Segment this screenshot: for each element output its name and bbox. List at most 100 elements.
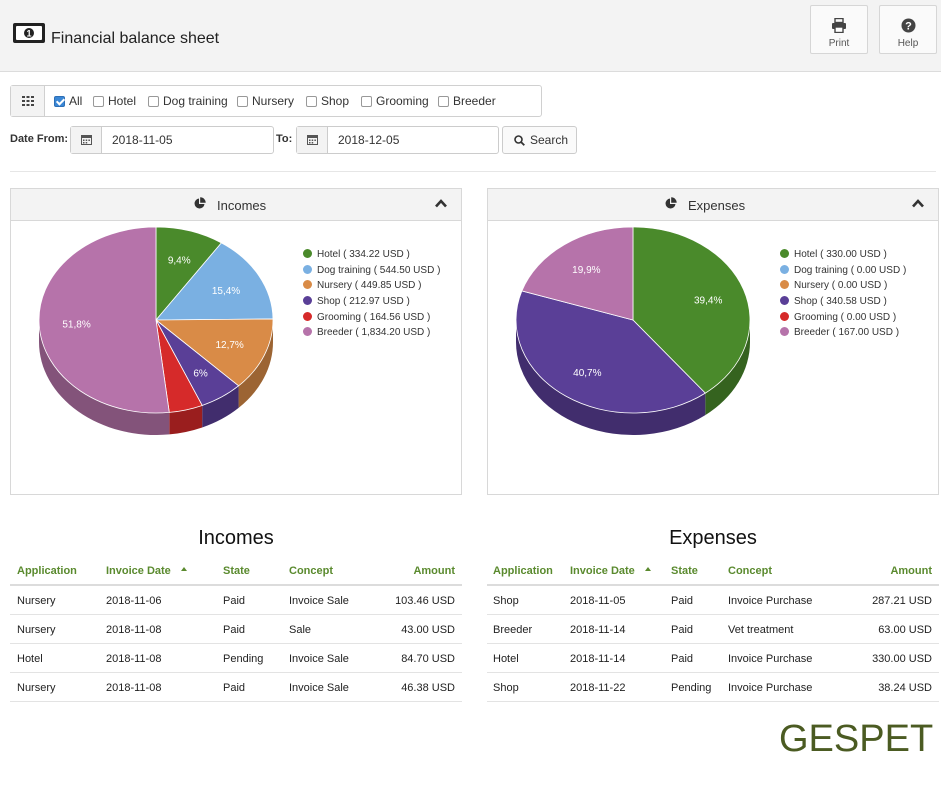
- filter-shop[interactable]: Shop: [306, 94, 349, 108]
- incomes-table: Application Invoice Date State Concept A…: [10, 557, 462, 702]
- table-row[interactable]: Hotel 2018-11-14 Paid Invoice Purchase 330.0…: [487, 644, 939, 673]
- legend-swatch: [303, 249, 312, 258]
- pie-slice-breeder[interactable]: [521, 226, 634, 321]
- cell-concept: Vet treatment: [728, 624, 794, 636]
- legend-item[interactable]: Shop ( 212.97 USD ): [303, 296, 440, 312]
- checkbox-all[interactable]: [54, 96, 65, 107]
- cell-application: Shop: [493, 682, 519, 694]
- col-invoice-date[interactable]: Invoice Date: [106, 565, 171, 577]
- col-amount[interactable]: Amount: [890, 565, 932, 577]
- filter-label: Grooming: [376, 94, 429, 108]
- legend-item[interactable]: Hotel ( 330.00 USD ): [780, 249, 906, 265]
- legend-label: Hotel ( 334.22 USD ): [317, 249, 410, 260]
- cell-amount: 43.00 USD: [401, 624, 455, 636]
- checkbox-nursery[interactable]: [237, 96, 248, 107]
- expenses-table: Application Invoice Date State Concept A…: [487, 557, 939, 702]
- pie-slice-breeder[interactable]: [38, 226, 170, 414]
- chevron-up-icon[interactable]: [912, 199, 924, 208]
- checkbox-breeder[interactable]: [438, 96, 449, 107]
- filter-grooming[interactable]: Grooming: [361, 94, 429, 108]
- pie-data-label: 19,9%: [572, 265, 600, 276]
- legend-item[interactable]: Breeder ( 1,834.20 USD ): [303, 327, 440, 343]
- legend-item[interactable]: Grooming ( 164.56 USD ): [303, 311, 440, 328]
- pie-data-label: 12,7%: [215, 340, 243, 351]
- table-row[interactable]: Nursery 2018-11-08 Paid Sale 43.00 USD: [10, 615, 462, 644]
- col-state[interactable]: State: [223, 565, 250, 577]
- legend-item[interactable]: Nursery ( 449.85 USD ): [303, 280, 440, 296]
- pie-side-grooming: [169, 405, 203, 435]
- incomes-panel-header[interactable]: Incomes: [11, 189, 461, 221]
- chevron-up-icon[interactable]: [435, 199, 447, 208]
- grid-toggle-button[interactable]: [11, 86, 45, 116]
- pie-slice-shop[interactable]: [515, 290, 706, 414]
- cell-invoice-date: 2018-11-05: [570, 595, 626, 607]
- incomes-chart-panel: Incomes 9,4% 15,4% 12,7% 6% 51,8% Hotel ( 33…: [10, 188, 462, 495]
- col-invoice-date[interactable]: Invoice Date: [570, 565, 635, 577]
- filter-all[interactable]: All: [54, 94, 82, 108]
- table-row[interactable]: Nursery 2018-11-08 Paid Invoice Sale 46.38 U…: [10, 673, 462, 702]
- filter-nursery[interactable]: Nursery: [237, 94, 294, 108]
- date-to-field[interactable]: 2018-12-05: [296, 126, 499, 154]
- legend-item[interactable]: Dog training ( 544.50 USD ): [303, 264, 440, 281]
- table-row[interactable]: Hotel 2018-11-08 Pending Invoice Sale 84.70 …: [10, 644, 462, 673]
- col-application[interactable]: Application: [17, 565, 77, 577]
- legend-swatch: [303, 264, 312, 274]
- col-concept[interactable]: Concept: [728, 565, 772, 577]
- checkbox-shop[interactable]: [306, 96, 317, 107]
- legend-item[interactable]: Hotel ( 334.22 USD ): [303, 249, 440, 265]
- filter-label: Hotel: [108, 94, 137, 108]
- pie-data-label: 51,8%: [62, 320, 90, 331]
- table-row[interactable]: Shop 2018-11-22 Pending Invoice Purchase 38.…: [487, 673, 939, 702]
- pie-slice-nursery[interactable]: [154, 318, 274, 387]
- legend-item[interactable]: Shop ( 340.58 USD ): [780, 296, 906, 312]
- cell-concept: Invoice Purchase: [728, 653, 813, 665]
- expenses-panel-header[interactable]: Expenses: [488, 189, 938, 221]
- checkbox-hotel[interactable]: [93, 96, 104, 107]
- checkbox-grooming[interactable]: [361, 96, 372, 107]
- search-button[interactable]: Search: [502, 126, 577, 154]
- expenses-table-title: Expenses: [669, 527, 757, 549]
- table-row[interactable]: Nursery 2018-11-06 Paid Invoice Sale 103.46 …: [10, 586, 462, 615]
- application-filter-bar: All Hotel Dog training Nursery Shop Groo…: [10, 85, 542, 117]
- col-application[interactable]: Application: [493, 565, 553, 577]
- filter-breeder[interactable]: Breeder: [438, 94, 496, 108]
- legend-item[interactable]: Nursery ( 0.00 USD ): [780, 280, 906, 296]
- col-concept[interactable]: Concept: [289, 565, 333, 577]
- table-row[interactable]: Breeder 2018-11-14 Paid Vet treatment 63.00 …: [487, 615, 939, 644]
- date-from-value: 2018-11-05: [112, 133, 173, 147]
- pie-slice-dog-training[interactable]: [155, 242, 274, 321]
- cell-state: Paid: [671, 624, 694, 636]
- filter-label: Shop: [321, 94, 350, 108]
- legend-item[interactable]: Breeder ( 167.00 USD ): [780, 327, 906, 343]
- cell-concept: Sale: [289, 624, 312, 636]
- pie-side-hotel: [705, 320, 750, 416]
- incomes-legend: Hotel ( 334.22 USD ) Dog training ( 544.5…: [303, 249, 440, 343]
- cell-application: Nursery: [17, 595, 56, 607]
- legend-label: Grooming ( 164.56 USD ): [317, 311, 431, 323]
- table-row[interactable]: Shop 2018-11-05 Paid Invoice Purchase 287.21…: [487, 586, 939, 615]
- filter-hotel[interactable]: Hotel: [93, 94, 136, 108]
- legend-item[interactable]: Dog training ( 0.00 USD ): [780, 264, 906, 281]
- filter-label: Nursery: [252, 94, 295, 108]
- sort-asc-icon[interactable]: [645, 567, 651, 571]
- calendar-icon[interactable]: [297, 127, 328, 153]
- filter-dog-training[interactable]: Dog training: [148, 94, 228, 108]
- legend-item[interactable]: Grooming ( 0.00 USD ): [780, 311, 906, 328]
- legend-label: Shop ( 212.97 USD ): [317, 296, 410, 308]
- sort-asc-icon[interactable]: [181, 567, 187, 571]
- cell-state: Paid: [671, 653, 694, 665]
- cell-invoice-date: 2018-11-08: [106, 682, 162, 694]
- col-state[interactable]: State: [671, 565, 698, 577]
- date-to-value: 2018-12-05: [338, 133, 400, 147]
- col-amount[interactable]: Amount: [413, 565, 455, 577]
- cell-invoice-date: 2018-11-14: [570, 624, 626, 636]
- print-button[interactable]: Print: [810, 5, 868, 54]
- legend-swatch: [303, 311, 312, 321]
- legend-label: Breeder ( 167.00 USD ): [794, 327, 900, 339]
- date-from-field[interactable]: 2018-11-05: [70, 126, 274, 154]
- pie-slice-hotel[interactable]: [632, 226, 751, 394]
- expenses-chart-panel: Expenses 39,4% 40,7% 19,9% Hotel ( 330.00 …: [487, 188, 939, 495]
- help-button[interactable]: ? Help: [879, 5, 937, 54]
- calendar-icon[interactable]: [71, 127, 102, 153]
- checkbox-dog-training[interactable]: [148, 96, 159, 107]
